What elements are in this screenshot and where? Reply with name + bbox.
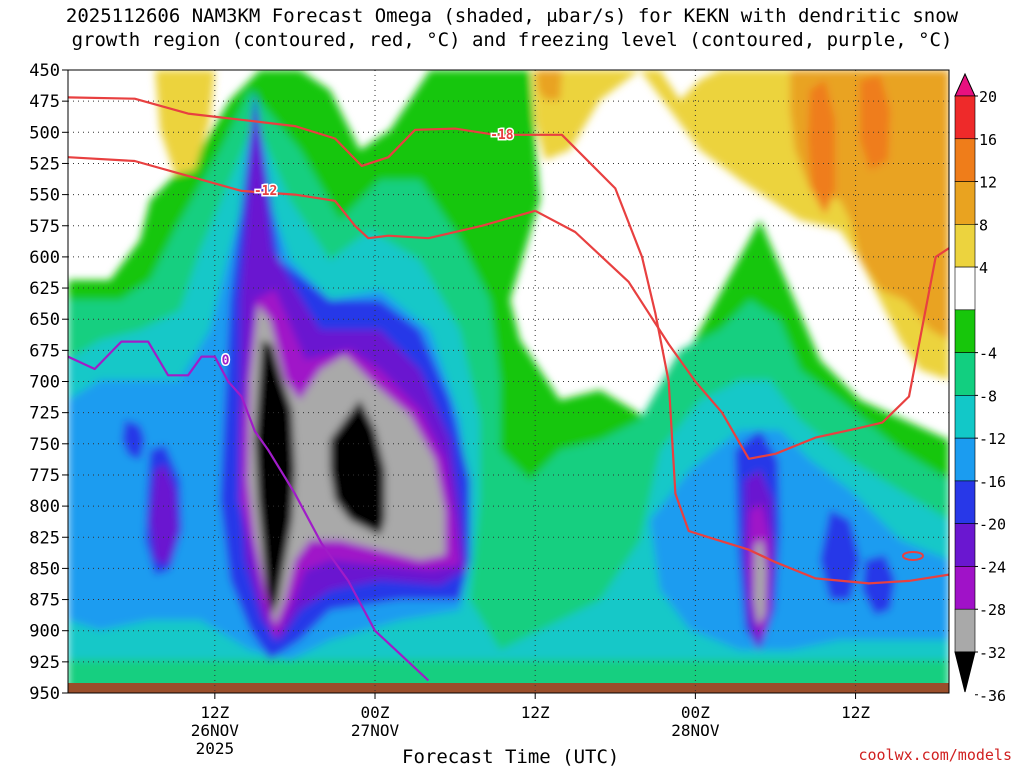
colorbar-label: 4 [979, 259, 988, 277]
colorbar-bin [954, 95, 976, 140]
y-tick-label: 450 [29, 61, 60, 81]
y-tick-label: 575 [29, 217, 60, 237]
colorbar-label: 8 [979, 216, 988, 234]
x-axis-title: Forecast Time (UTC) [402, 746, 620, 768]
colorbar-bin [954, 566, 976, 610]
y-tick-label: 825 [29, 528, 60, 548]
colorbar-label: -4 [979, 345, 997, 363]
contours: -12 -18 0 [68, 96, 949, 682]
colorbar-bin [954, 608, 976, 653]
colorbar-label: 16 [979, 131, 997, 149]
title-line-1: 2025112606 NAM3KM Forecast Omega (shaded… [65, 5, 959, 27]
colorbar-label: -16 [979, 473, 1006, 491]
colorbar: 20 16 12 8 4 -4 -8 -12 -16 -20 -24 -28 -32 -36 [954, 72, 1006, 705]
y-tick-label: 850 [29, 559, 60, 579]
x-tick-label-2: 27NOV [351, 721, 400, 740]
colorbar-bin [954, 523, 976, 567]
y-tick-label: 900 [29, 622, 60, 642]
credit-text: coolwx.com/models [858, 746, 1012, 764]
contour-line-2 [68, 340, 430, 682]
y-tick-label: 500 [29, 123, 60, 143]
colorbar-label: -28 [979, 601, 1006, 619]
y-tick-label: 700 [29, 373, 60, 393]
omega-region-lt-32 [248, 305, 766, 625]
y-tick-label: 875 [29, 591, 60, 611]
colorbar-bin [954, 266, 976, 311]
x-tick-label-1: 12Z [200, 703, 229, 722]
contour-label-2: 0 [222, 353, 230, 368]
colorbar-label: 12 [979, 174, 997, 192]
y-axis: 450 475 500 525 550 575 600 625 650 675 700 725 750 7… [29, 61, 68, 704]
y-tick-label: 800 [29, 497, 60, 517]
contour-line-1 [68, 96, 949, 585]
x-tick-label-1: 00Z [681, 703, 710, 722]
x-tick-label-2: 26NOV [191, 721, 240, 740]
colorbar-label: -32 [979, 644, 1006, 662]
terrain-strip [68, 683, 949, 693]
chart-title: 2025112606 NAM3KM Forecast Omega (shaded… [0, 4, 1024, 52]
y-tick-label: 600 [29, 248, 60, 268]
title-line-2: growth region (contoured, red, °C) and f… [71, 29, 953, 51]
colorbar-label: -36 [979, 687, 1006, 705]
plot-area: -12 -18 0 [68, 70, 949, 693]
omega-region-gt-8 [536, 70, 949, 340]
x-tick-label-3: 2025 [196, 739, 235, 758]
colorbar-bin [954, 138, 976, 182]
omega-region-lt-28 [240, 290, 770, 640]
x-tick-label-1: 12Z [521, 703, 550, 722]
colorbar-bin [954, 480, 976, 524]
y-tick-label: 550 [29, 186, 60, 206]
colorbar-bin [954, 224, 976, 268]
y-tick-label: 650 [29, 310, 60, 330]
colorbar-label: -20 [979, 516, 1006, 534]
omega-region-gt-4-a [155, 70, 949, 380]
x-tick-label-1: 12Z [841, 703, 870, 722]
y-tick-label: 625 [29, 279, 60, 299]
y-tick-label: 675 [29, 341, 60, 361]
colorbar-label: -8 [979, 387, 997, 405]
contour-label-1: -18 [490, 128, 514, 143]
contour-label-0: -12 [254, 184, 277, 199]
x-tick-label-1: 00Z [361, 703, 390, 722]
grid [68, 70, 949, 693]
colorbar-arrow-top [954, 72, 976, 97]
x-tick-label-2: 28NOV [671, 721, 720, 740]
omega-region-gt-12 [808, 75, 890, 215]
colorbar-label: -12 [979, 430, 1006, 448]
colorbar-bin [954, 181, 976, 225]
y-tick-label: 525 [29, 154, 60, 174]
y-tick-label: 725 [29, 404, 60, 424]
colorbar-label: -24 [979, 558, 1006, 576]
y-tick-label: 750 [29, 435, 60, 455]
contour-loop-small [901, 550, 924, 561]
y-tick-label: 925 [29, 653, 60, 673]
colorbar-label: 20 [979, 88, 997, 106]
y-tick-label: 775 [29, 466, 60, 486]
colorbar-bin [954, 352, 976, 396]
colorbar-arrow-bottom [954, 651, 976, 693]
y-tick-label: 475 [29, 92, 60, 112]
omega-region-lt-36 [255, 340, 385, 615]
colorbar-bin [954, 437, 976, 482]
y-tick-label: 950 [29, 684, 60, 704]
contour-line-0 [68, 156, 949, 460]
colorbar-bin [954, 395, 976, 439]
colorbar-bin [954, 309, 976, 353]
